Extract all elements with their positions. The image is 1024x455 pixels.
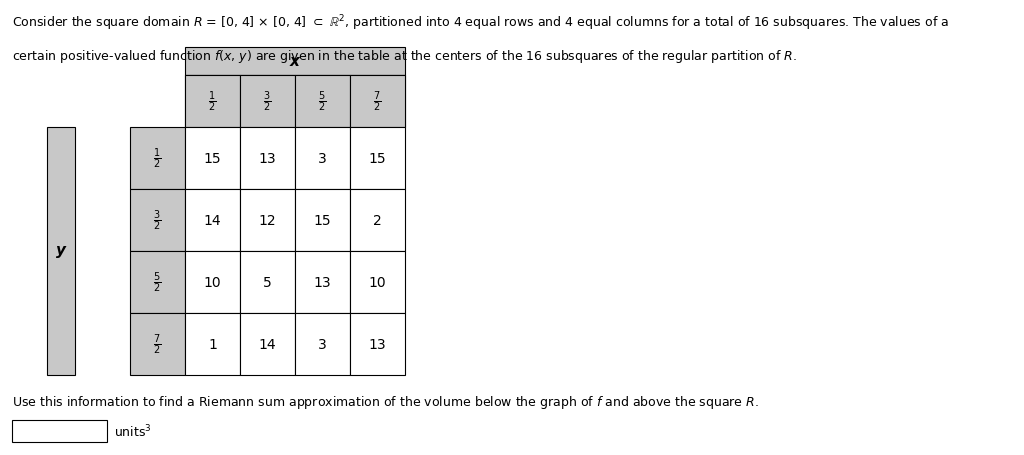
Text: 15: 15 (313, 213, 332, 228)
Bar (185, 128, 240, 190)
Bar (240, 252, 295, 313)
Text: 14: 14 (204, 213, 221, 228)
Text: 13: 13 (313, 275, 332, 289)
Bar (47, 128, 75, 375)
Text: 5: 5 (263, 275, 272, 289)
Text: 13: 13 (259, 152, 276, 166)
Text: 10: 10 (369, 275, 386, 289)
Text: 1: 1 (208, 337, 217, 351)
Bar (185, 252, 240, 313)
Bar (130, 252, 185, 313)
Bar (295, 252, 350, 313)
Text: 15: 15 (369, 152, 386, 166)
Bar (240, 76, 295, 128)
Bar (240, 128, 295, 190)
Bar (240, 190, 295, 252)
Bar (295, 76, 350, 128)
Text: 10: 10 (204, 275, 221, 289)
Bar (350, 76, 406, 128)
Bar (185, 76, 240, 128)
Text: $\frac{1}{2}$: $\frac{1}{2}$ (154, 147, 162, 171)
Text: 14: 14 (259, 337, 276, 351)
Text: $\bfit{x}$: $\bfit{x}$ (289, 55, 301, 69)
Text: 15: 15 (204, 152, 221, 166)
Bar (130, 190, 185, 252)
Text: $\frac{5}{2}$: $\frac{5}{2}$ (154, 270, 162, 294)
Text: $\frac{3}{2}$: $\frac{3}{2}$ (263, 90, 271, 114)
Bar (130, 128, 185, 190)
Bar (240, 313, 295, 375)
Text: $\frac{3}{2}$: $\frac{3}{2}$ (154, 208, 162, 233)
Text: units$^3$: units$^3$ (115, 423, 153, 440)
Bar (350, 252, 406, 313)
Bar (295, 128, 350, 190)
Text: certain positive-valued function $f$($x$, $y$) are given in the table at the cen: certain positive-valued function $f$($x$… (12, 48, 798, 65)
Bar (295, 313, 350, 375)
Bar (350, 128, 406, 190)
Text: $\frac{7}{2}$: $\frac{7}{2}$ (374, 90, 382, 114)
Bar (185, 76, 406, 128)
Text: $\bfit{y}$: $\bfit{y}$ (54, 243, 68, 259)
Text: $\frac{7}{2}$: $\frac{7}{2}$ (154, 332, 162, 356)
Bar (185, 48, 406, 76)
Text: 3: 3 (318, 337, 327, 351)
Text: $\frac{1}{2}$: $\frac{1}{2}$ (209, 90, 217, 114)
Bar (185, 313, 240, 375)
Bar (185, 190, 240, 252)
Text: 2: 2 (373, 213, 382, 228)
Bar (130, 313, 185, 375)
Text: 3: 3 (318, 152, 327, 166)
Bar (350, 313, 406, 375)
Bar (350, 190, 406, 252)
Text: $\frac{5}{2}$: $\frac{5}{2}$ (318, 90, 327, 114)
Text: 13: 13 (369, 337, 386, 351)
Text: Consider the square domain $R$ = [0, 4] $\times$ [0, 4] $\subset$ $\mathbb{R}^2$: Consider the square domain $R$ = [0, 4] … (12, 14, 949, 33)
Text: Use this information to find a Riemann sum approximation of the volume below the: Use this information to find a Riemann s… (12, 393, 759, 410)
Bar (295, 190, 350, 252)
Text: 12: 12 (259, 213, 276, 228)
